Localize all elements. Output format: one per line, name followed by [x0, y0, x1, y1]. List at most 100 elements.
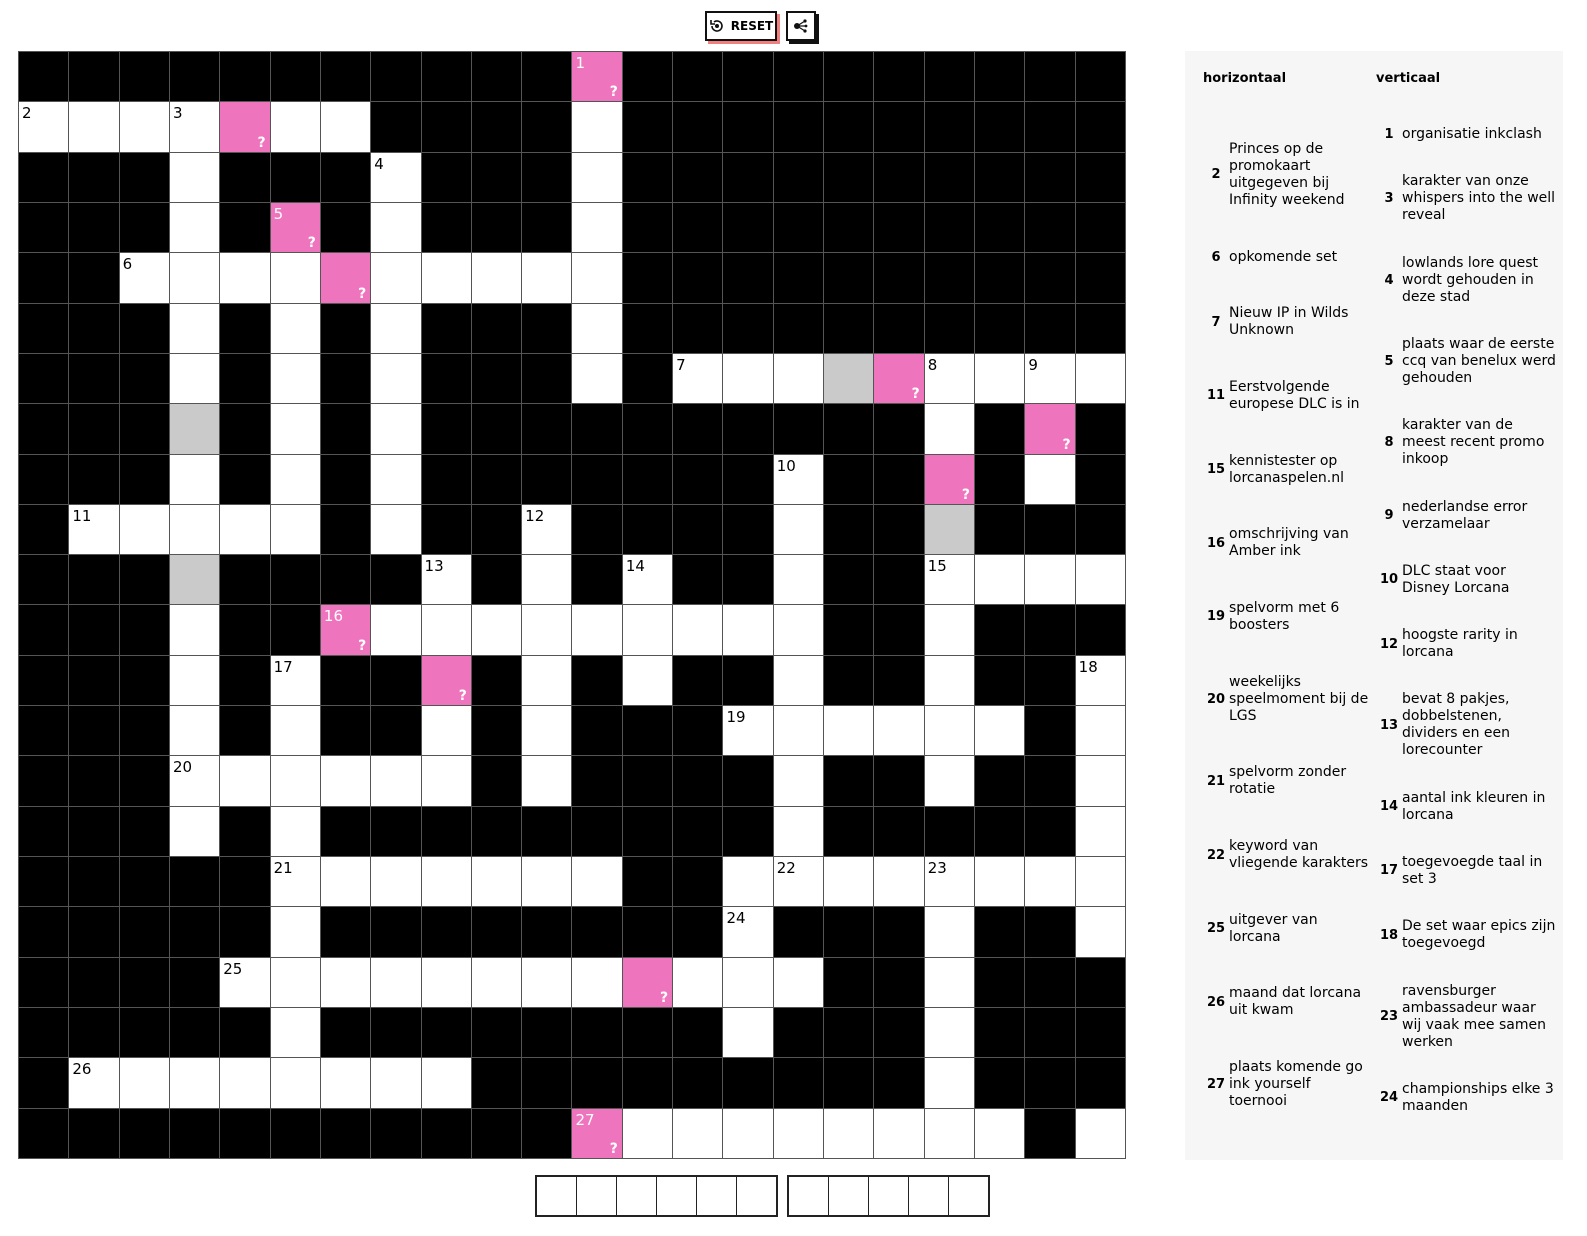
solution-letter-box[interactable] — [829, 1177, 869, 1215]
letter-cell[interactable] — [522, 957, 572, 1008]
letter-cell[interactable] — [924, 1008, 975, 1058]
across-clue[interactable]: 22 keyword van vliegende karakters — [1203, 838, 1373, 872]
across-clue[interactable]: 27 plaats komende go ink yourself toernoo… — [1203, 1059, 1373, 1110]
letter-cell[interactable] — [572, 303, 622, 353]
across-clue[interactable]: 26 maand dat lorcana uit kwam — [1203, 985, 1373, 1019]
letter-cell[interactable] — [320, 102, 371, 152]
letter-cell[interactable] — [924, 1058, 975, 1108]
letter-cell[interactable] — [1025, 857, 1075, 907]
letter-cell[interactable] — [622, 605, 673, 655]
letter-cell[interactable] — [371, 1058, 421, 1108]
solution-letter-box[interactable] — [949, 1177, 988, 1215]
letter-cell[interactable] — [572, 353, 622, 404]
letter-cell[interactable] — [874, 1108, 924, 1158]
across-clue[interactable]: 20 weekelijks speelmoment bij de LGS — [1203, 674, 1373, 725]
letter-cell[interactable] — [270, 1058, 320, 1108]
letter-cell[interactable] — [220, 253, 270, 303]
letter-cell[interactable] — [421, 605, 471, 655]
down-clue[interactable]: 9 nederlandse error verzamelaar — [1376, 499, 1556, 533]
letter-cell[interactable]: 21 — [270, 857, 320, 907]
letter-cell[interactable] — [924, 907, 975, 957]
letter-cell[interactable] — [270, 1008, 320, 1058]
letter-cell[interactable] — [572, 605, 622, 655]
letter-cell[interactable] — [924, 706, 975, 756]
shaded-cell[interactable] — [824, 353, 874, 404]
solution-cell[interactable]: ? — [874, 353, 924, 404]
solution-cell[interactable]: ? — [924, 454, 975, 504]
letter-cell[interactable] — [723, 605, 773, 655]
letter-cell[interactable] — [1075, 1108, 1125, 1158]
letter-cell[interactable] — [270, 957, 320, 1008]
letter-cell[interactable] — [572, 253, 622, 303]
letter-cell[interactable] — [119, 102, 169, 152]
letter-cell[interactable] — [169, 605, 220, 655]
letter-cell[interactable] — [371, 504, 421, 555]
across-clue[interactable]: 7 Nieuw IP in Wilds Unknown — [1203, 305, 1373, 339]
across-clue[interactable]: 25 uitgever van lorcana — [1203, 912, 1373, 946]
solution-letter-box[interactable] — [577, 1177, 617, 1215]
letter-cell[interactable] — [975, 353, 1025, 404]
letter-cell[interactable] — [975, 706, 1025, 756]
letter-cell[interactable] — [220, 504, 270, 555]
letter-cell[interactable] — [320, 957, 371, 1008]
solution-cell[interactable]: ? — [1025, 404, 1075, 454]
letter-cell[interactable] — [421, 756, 471, 806]
letter-cell[interactable] — [119, 504, 169, 555]
letter-cell[interactable] — [270, 404, 320, 454]
letter-cell[interactable] — [220, 1058, 270, 1108]
letter-cell[interactable]: 15 — [924, 555, 975, 605]
letter-cell[interactable] — [522, 756, 572, 806]
letter-cell[interactable] — [371, 353, 421, 404]
solution-letter-box[interactable] — [789, 1177, 829, 1215]
letter-cell[interactable] — [1075, 555, 1125, 605]
letter-cell[interactable] — [723, 1108, 773, 1158]
letter-cell[interactable] — [773, 806, 824, 857]
down-clue[interactable]: 18 De set waar epics zijn toegevoegd — [1376, 918, 1556, 952]
letter-cell[interactable] — [924, 655, 975, 706]
letter-cell[interactable] — [572, 102, 622, 152]
letter-cell[interactable]: 7 — [673, 353, 723, 404]
letter-cell[interactable] — [773, 353, 824, 404]
letter-cell[interactable]: 3 — [169, 102, 220, 152]
letter-cell[interactable] — [169, 303, 220, 353]
letter-cell[interactable] — [270, 353, 320, 404]
letter-cell[interactable] — [421, 957, 471, 1008]
letter-cell[interactable] — [471, 253, 522, 303]
letter-cell[interactable] — [673, 605, 723, 655]
letter-cell[interactable] — [371, 605, 421, 655]
letter-cell[interactable] — [471, 957, 522, 1008]
letter-cell[interactable] — [119, 1058, 169, 1108]
letter-cell[interactable] — [169, 454, 220, 504]
down-clue[interactable]: 10 DLC staat voor Disney Lorcana — [1376, 563, 1556, 597]
letter-cell[interactable]: 24 — [723, 907, 773, 957]
letter-cell[interactable] — [270, 907, 320, 957]
letter-cell[interactable]: 22 — [773, 857, 824, 907]
letter-cell[interactable] — [622, 1108, 673, 1158]
letter-cell[interactable]: 17 — [270, 655, 320, 706]
letter-cell[interactable] — [270, 706, 320, 756]
letter-cell[interactable] — [169, 152, 220, 202]
letter-cell[interactable] — [723, 353, 773, 404]
letter-cell[interactable] — [673, 957, 723, 1008]
letter-cell[interactable] — [975, 555, 1025, 605]
reset-button[interactable]: RESET — [705, 11, 777, 41]
letter-cell[interactable] — [421, 857, 471, 907]
letter-cell[interactable]: 10 — [773, 454, 824, 504]
letter-cell[interactable] — [169, 706, 220, 756]
letter-cell[interactable] — [522, 253, 572, 303]
letter-cell[interactable] — [522, 605, 572, 655]
solution-cell[interactable]: 16? — [320, 605, 371, 655]
solution-letter-box[interactable] — [909, 1177, 949, 1215]
solution-cell[interactable]: ? — [220, 102, 270, 152]
letter-cell[interactable] — [773, 605, 824, 655]
letter-cell[interactable]: 23 — [924, 857, 975, 907]
down-clue[interactable]: 4 lowlands lore quest wordt gehouden in d… — [1376, 255, 1556, 306]
letter-cell[interactable] — [924, 1108, 975, 1158]
letter-cell[interactable] — [824, 857, 874, 907]
letter-cell[interactable]: 11 — [69, 504, 119, 555]
letter-cell[interactable] — [773, 504, 824, 555]
letter-cell[interactable]: 6 — [119, 253, 169, 303]
across-clue[interactable]: 19 spelvorm met 6 boosters — [1203, 600, 1373, 634]
across-clue[interactable]: 15 kennistester op lorcanaspelen.nl — [1203, 453, 1373, 487]
letter-cell[interactable] — [1075, 353, 1125, 404]
